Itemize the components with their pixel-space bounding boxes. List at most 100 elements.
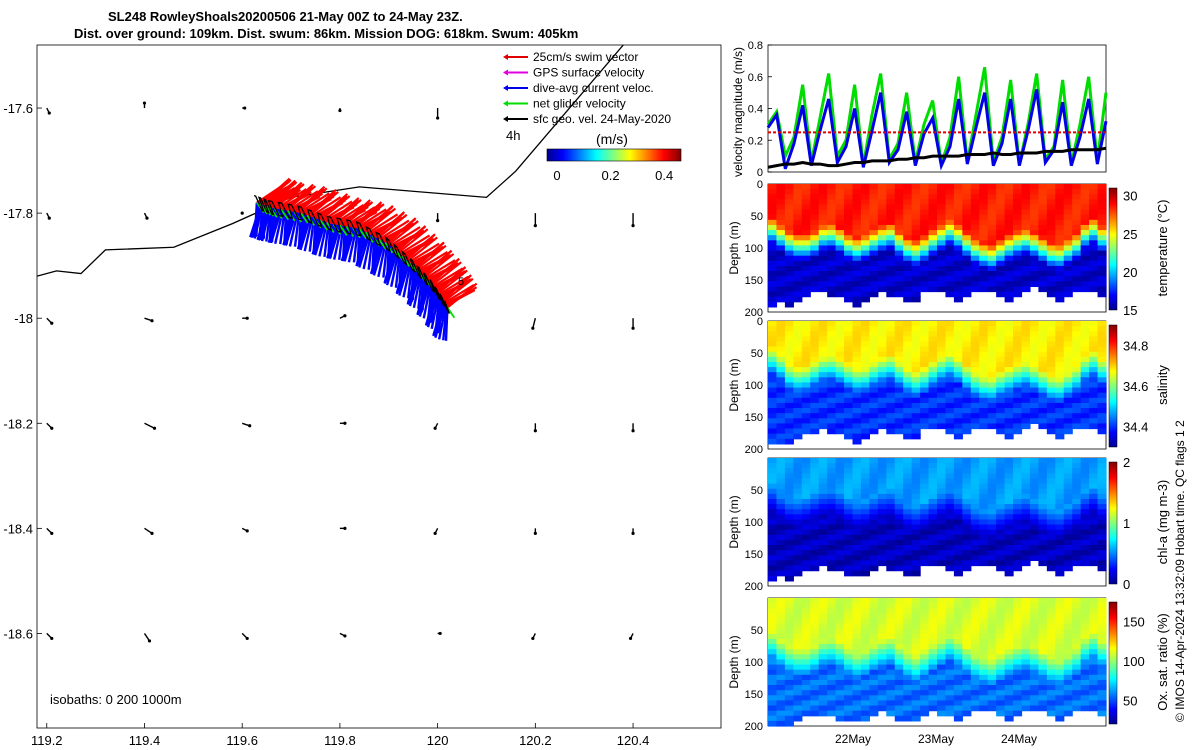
section-cell [1021, 372, 1031, 378]
section-cell [987, 397, 997, 404]
section-cell [844, 433, 854, 440]
swim-vector [319, 195, 351, 221]
section-cell [835, 534, 845, 541]
section-cell [852, 387, 862, 394]
section-cell [911, 240, 921, 247]
section-cell [768, 649, 778, 655]
section-cell [1004, 351, 1014, 358]
section-cell [827, 618, 837, 625]
section-cell [911, 209, 921, 216]
section-cell [996, 204, 1006, 211]
section-cell [827, 555, 837, 561]
section-cell [937, 644, 947, 650]
section-cell [970, 638, 980, 645]
section-cell [1013, 346, 1023, 353]
section-cell [1097, 361, 1107, 368]
section-cell [928, 608, 938, 614]
section-cell [1013, 184, 1023, 190]
section-cell [776, 458, 786, 464]
section-cell [886, 555, 896, 561]
section-cell [1038, 265, 1048, 272]
section-cell [1029, 392, 1039, 399]
section-cell [911, 550, 921, 556]
section-cell [996, 219, 1006, 226]
section-cell [1097, 286, 1107, 293]
geo-vector-head [50, 636, 54, 641]
section-cell [1038, 659, 1048, 666]
section-cell [1097, 685, 1107, 691]
section-cell [1063, 413, 1073, 419]
section-cell [903, 367, 913, 373]
section-cell [894, 408, 904, 414]
current-vector [326, 224, 340, 259]
section-cell [996, 336, 1006, 343]
section-cell [1038, 408, 1048, 414]
velocity-chart: 00.20.40.60.8 velocity magnitude (m/s) [731, 40, 1108, 179]
section-cell [810, 623, 820, 630]
section-cell [1004, 644, 1014, 650]
section-cell [894, 623, 904, 630]
section-cell [903, 423, 913, 430]
section-cell [818, 240, 828, 247]
section-cell [1038, 598, 1048, 604]
section-cell [903, 534, 913, 541]
section-cell [903, 230, 913, 236]
section-cell [886, 245, 896, 252]
section-cell [1080, 638, 1090, 645]
section-cell [1080, 418, 1090, 424]
section-cell [860, 550, 870, 556]
section-cell [920, 618, 930, 625]
section-cell [962, 493, 972, 500]
section-cell [903, 524, 913, 531]
section-cell [810, 705, 820, 712]
swim-vector [397, 228, 429, 254]
section-cell [1063, 608, 1073, 614]
section-cell [1089, 276, 1099, 282]
section-cell [903, 245, 913, 252]
section-cell [827, 255, 837, 262]
section-cell [987, 346, 997, 353]
section-cell [911, 336, 921, 343]
section-cell [793, 524, 803, 531]
section-cell [844, 214, 854, 221]
section-cell [903, 326, 913, 332]
section-cell [1097, 498, 1107, 505]
section-cell [793, 341, 803, 348]
section-cell [776, 468, 786, 474]
section-cell [894, 235, 904, 241]
section-cell [852, 715, 862, 722]
section-cell [945, 260, 955, 267]
section-cell [844, 695, 854, 701]
section-cell [835, 351, 845, 358]
section-cell [1097, 493, 1107, 500]
section-cell [801, 608, 811, 614]
section-cell [1089, 392, 1099, 399]
section-cell [1089, 286, 1099, 293]
colorbar-title: (m/s) [596, 131, 628, 147]
section-cell [877, 638, 887, 645]
section-cell [801, 560, 811, 567]
section-cell [1097, 519, 1107, 526]
section-cell [793, 291, 803, 298]
section-cell [903, 565, 913, 572]
section-cell [979, 603, 989, 609]
section-cell [903, 402, 913, 409]
geo-vector-head [531, 326, 535, 330]
section-cell [1004, 281, 1014, 287]
section-cell [886, 618, 896, 625]
section-cell [877, 598, 887, 604]
section-cell [1038, 392, 1048, 399]
section-cell [793, 413, 803, 419]
section-cell [1021, 524, 1031, 531]
section-cell [1029, 524, 1039, 531]
section-cell [793, 199, 803, 206]
section-cell [987, 603, 997, 609]
legend-arrowhead [503, 116, 508, 122]
section-cell [953, 618, 963, 625]
swim-vector [443, 284, 475, 304]
current-vector [288, 212, 299, 247]
section-cell [827, 644, 837, 650]
section-cell [776, 413, 786, 419]
section-cell [886, 418, 896, 424]
